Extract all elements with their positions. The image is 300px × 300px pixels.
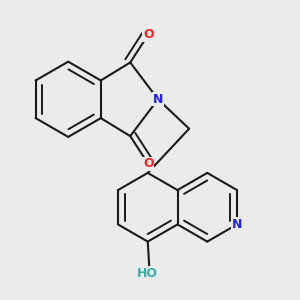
Text: HO: HO (137, 267, 158, 280)
Text: N: N (232, 218, 242, 231)
Text: N: N (153, 93, 163, 106)
Text: O: O (143, 158, 154, 170)
Text: O: O (143, 28, 154, 41)
